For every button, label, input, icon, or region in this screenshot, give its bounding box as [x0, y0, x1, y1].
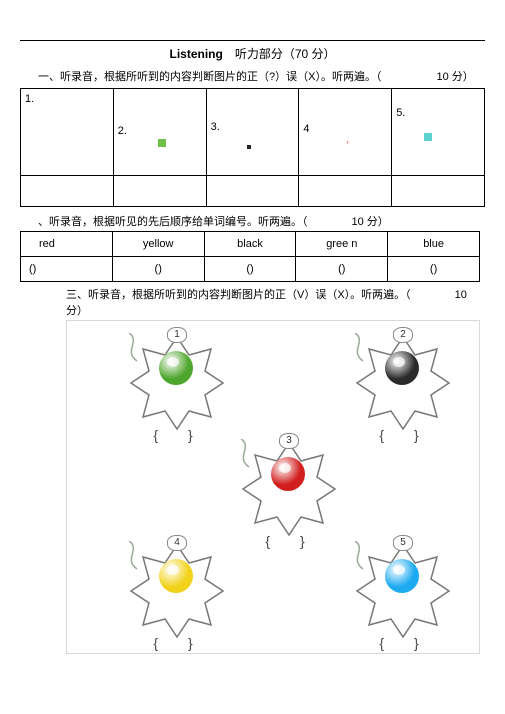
- title-bold: Listening: [169, 47, 222, 61]
- star-4: 4{ }: [127, 541, 227, 641]
- section3-instruction: 三、听录音，根据所听到的内容判断图片的正（V）误（X）。听两遍。（ 10 分）: [20, 282, 485, 320]
- balloon-icon: [385, 351, 419, 385]
- star-badge: 3: [279, 433, 299, 449]
- star-5: 5{ }: [353, 541, 453, 641]
- s1-cell-2: 2.: [113, 89, 206, 176]
- red-comma-icon: ，: [345, 133, 354, 146]
- section1-instruction: 一、听录音，根据所听到的内容判断图片的正（?）误（X）。听两遍。（ 10 分）: [20, 64, 485, 88]
- s2-w5: blue: [388, 232, 480, 257]
- s1-ans-1: [21, 176, 114, 207]
- answer-braces: { }: [239, 531, 339, 551]
- s1-cell-1: 1.: [21, 89, 114, 176]
- s1-cell-5: 5.: [392, 89, 485, 176]
- section3-figure: 1{ }2{ }3{ }4{ }5{ }: [66, 320, 480, 654]
- star-1: 1{ }: [127, 333, 227, 433]
- s2-w3: black: [204, 232, 296, 257]
- s2-a1: (): [21, 257, 113, 282]
- s2-row-words: red yellow black gree n blue: [21, 232, 480, 257]
- green-square-icon: [158, 139, 166, 147]
- top-rule: [20, 40, 485, 41]
- s1-num-3: 3.: [211, 121, 220, 133]
- s1-ans-5: [392, 176, 485, 207]
- s2-row-ans: () () () () (): [21, 257, 480, 282]
- section1-table: 1. 2. 3. 4 ， 5.: [20, 88, 485, 207]
- s1-ans-4: [299, 176, 392, 207]
- s1-num-2: 2.: [118, 125, 127, 137]
- s1-ans-2: [113, 176, 206, 207]
- answer-braces: { }: [353, 633, 453, 653]
- s2-w4: gree n: [296, 232, 388, 257]
- s1-num-5: 5.: [396, 107, 405, 119]
- s2-w1: red: [21, 232, 113, 257]
- answer-braces: { }: [127, 425, 227, 445]
- balloon-icon: [159, 559, 193, 593]
- s1-cell-4: 4 ，: [299, 89, 392, 176]
- star-badge: 4: [167, 535, 187, 551]
- balloon-icon: [385, 559, 419, 593]
- s1-num-4: 4: [303, 123, 309, 135]
- star-badge: 2: [393, 327, 413, 343]
- star-badge: 5: [393, 535, 413, 551]
- s2-a5: (): [388, 257, 480, 282]
- star-3: 3{ }: [239, 439, 339, 539]
- star-badge: 1: [167, 327, 187, 343]
- balloon-icon: [159, 351, 193, 385]
- s2-a3: (): [204, 257, 296, 282]
- s2-a2: (): [112, 257, 204, 282]
- s1-cell-3: 3.: [206, 89, 299, 176]
- answer-braces: { }: [353, 425, 453, 445]
- s2-w2: yellow: [112, 232, 204, 257]
- section2-table: red yellow black gree n blue () () () ()…: [20, 231, 480, 282]
- title-rest: 听力部分（70 分）: [223, 47, 336, 61]
- s2-a4: (): [296, 257, 388, 282]
- star-2: 2{ }: [353, 333, 453, 433]
- section2-instruction: 、听录音，根据听见的先后顺序给单词编号。听两遍。（ 10 分）: [20, 207, 485, 231]
- cyan-square-icon: [424, 133, 432, 141]
- balloon-icon: [271, 457, 305, 491]
- s1-ans-3: [206, 176, 299, 207]
- page-title: Listening 听力部分（70 分）: [20, 43, 485, 64]
- s1-num-1: 1.: [25, 93, 34, 105]
- answer-braces: { }: [127, 633, 227, 653]
- black-dot-icon: [247, 145, 251, 149]
